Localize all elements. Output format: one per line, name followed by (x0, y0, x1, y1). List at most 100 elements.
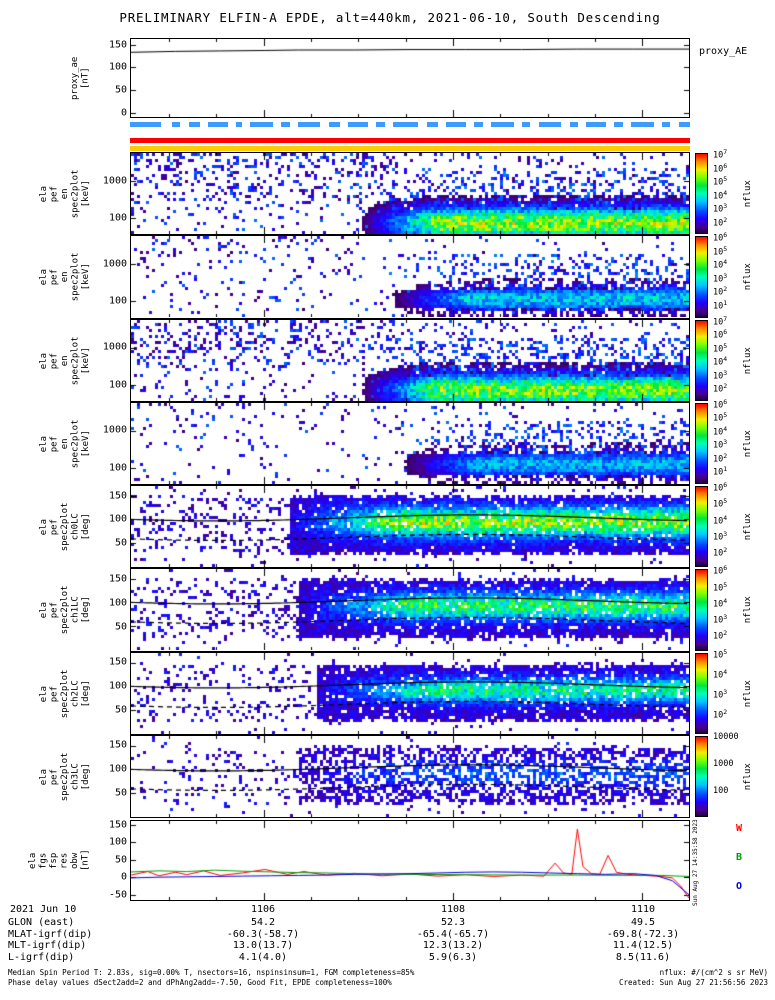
availability-segment (208, 122, 228, 127)
y-axis-label-line: en (59, 437, 70, 449)
colorbar-axis-label: nflux (743, 596, 753, 624)
availability-segment (446, 122, 466, 127)
fgm-obw-panel: ela fgs fsp res obw [nT] 150 100 50 0 -50 (28, 819, 690, 901)
colorbar-tick-label: 104 (713, 513, 728, 527)
colorbar-tick-label: 105 (713, 341, 728, 355)
y-axis-label-line: ch0LC (70, 513, 80, 541)
colorbar-axis-label: nflux (743, 429, 753, 457)
trace-label-o: O (736, 881, 743, 892)
y-axis-label-line: res (59, 852, 70, 869)
availability-segment (474, 122, 483, 127)
colorbar-tick-label: 102 (713, 545, 728, 559)
colorbar-tick-label: 100 (713, 785, 729, 796)
x-axis-row-lshell: L-igrf(dip) 4.1(4.0) 5.9(6.3) 8.5(11.6) (0, 952, 775, 963)
colorbar-tick-label: 106 (713, 327, 728, 341)
y-axis-label-line: fgs (38, 852, 49, 869)
colorbar-tick-label: 104 (713, 424, 728, 438)
colorbar-tick-label: 1000 (713, 758, 734, 769)
exponent: 6 (723, 161, 728, 170)
exponent: 2 (723, 285, 728, 294)
spectrogram-panel-en_spec_4: ela pef en spec2plot [keV] 1000 100 106 105 104 10… (39, 398, 753, 485)
y-axis-label-line: pef (49, 185, 59, 202)
exponent: 3 (723, 368, 728, 377)
availability-segment (678, 122, 690, 127)
exponent: 1 (723, 298, 728, 307)
colorbar (695, 153, 708, 235)
colorbar-tick-label: 107 (713, 147, 728, 161)
y-tick-label: 0 (120, 107, 127, 119)
mlat-value: -69.8(-72.3) (606, 929, 680, 940)
colorbar-axis-label: nflux (743, 180, 753, 208)
spectrogram-panel-pa_ch1lc: ela pef spec2plot ch1LC [deg] 150 100 50 106 105 1… (39, 564, 753, 652)
lshell-value: 4.1(4.0) (238, 952, 288, 963)
exponent: 2 (723, 545, 728, 554)
y-axis-label-line: ela (38, 268, 49, 286)
availability-segment (393, 122, 419, 127)
colorbar-tick-label: 104 (713, 667, 728, 681)
colorbar (695, 569, 708, 651)
colorbar (695, 735, 708, 817)
availability-segment (491, 122, 514, 127)
colorbar-tick-label: 106 (713, 397, 728, 411)
lshell-row-label: L-igrf(dip) (8, 952, 75, 963)
footer-created-timestamp: Created: Sun Aug 27 21:56:56 2023 (618, 978, 768, 987)
availability-segment (376, 122, 385, 127)
spectrogram-panel-pa_ch0lc: ela pef spec2plot ch0LC [deg] 150 100 50 106 105 1… (39, 481, 753, 569)
colorbar-axis-label: nflux (743, 762, 753, 790)
exponent: 6 (723, 327, 728, 336)
colorbar-axis-label: nflux (743, 346, 753, 374)
y-axis-label-line: spec2plot (70, 418, 80, 468)
exponent: 3 (723, 612, 728, 621)
exponent: 5 (723, 497, 728, 506)
colorbar-tick-label: 103 (713, 368, 728, 382)
y-tick-label: 50 (114, 537, 127, 549)
y-axis-label-line: spec2plot (70, 169, 80, 219)
proxy-ae-right-label: proxy_AE (699, 46, 748, 57)
exponent: 5 (723, 411, 728, 420)
glon-row-label: GLON (east) (8, 917, 75, 928)
y-tick-label: 150 (108, 39, 127, 50)
plot-title: PRELIMINARY ELFIN-A EPDE, alt=440km, 202… (119, 10, 661, 25)
exponent: 4 (723, 513, 728, 522)
availability-segment (631, 122, 654, 127)
exponent: 5 (723, 174, 728, 183)
colorbar-tick-label: 105 (713, 244, 728, 258)
exponent: 7 (723, 147, 728, 156)
availability-segment (250, 122, 273, 127)
availability-bar (130, 122, 690, 127)
footer-spin-period-line: Median Spin Period T: 2.83s, sig=0.00% T… (8, 968, 415, 977)
y-axis-label-line: en (59, 354, 70, 366)
y-axis-label-line: fsp (49, 852, 59, 869)
y-axis-label-line: ela (38, 768, 49, 785)
y-tick-label: 150 (108, 490, 127, 502)
spectrogram-panel-en_spec_2: ela pef en spec2plot [keV] 1000 100 106 105 104 10… (39, 231, 753, 319)
y-axis-label-line: proxy_ae (70, 56, 80, 100)
x-axis-row-mlat: MLAT-igrf(dip) -60.3(-58.7) -65.4(-65.7)… (0, 929, 775, 940)
y-axis-label-line: ela (38, 352, 49, 369)
y-tick-label: 50 (114, 854, 127, 866)
availability-segment (569, 122, 578, 127)
x-tick-label-1110: 1110 (630, 904, 656, 915)
exponent: 2 (723, 215, 728, 224)
exponent: 5 (723, 580, 728, 589)
colorbar-tick-label: 101 (713, 298, 728, 312)
proxy-ae-panel: proxy_ae [nT] 150 100 50 0 (70, 38, 690, 119)
y-tick-label: 150 (108, 656, 127, 668)
en_spec_4-canvas (131, 402, 689, 484)
colorbar-axis-label: nflux (743, 263, 753, 291)
availability-segment (586, 122, 606, 127)
y-axis-label-line: [nT] (80, 67, 91, 89)
y-tick-label: 100 (108, 379, 127, 390)
colorbar-tick-label: 102 (713, 629, 728, 642)
x-tick-label-1108: 1108 (440, 904, 466, 915)
exponent: 2 (723, 451, 728, 460)
colorbar-tick-label: 104 (713, 596, 728, 610)
colorbar-axis-label: nflux (743, 679, 753, 707)
colorbar (695, 319, 708, 401)
glon-value: 54.2 (250, 917, 276, 928)
mlt-value: 13.0(13.7) (232, 940, 294, 951)
colorbar-tick-label: 101 (713, 465, 728, 479)
exponent: 3 (723, 687, 728, 696)
colorbar-tick-label: 105 (713, 580, 728, 594)
